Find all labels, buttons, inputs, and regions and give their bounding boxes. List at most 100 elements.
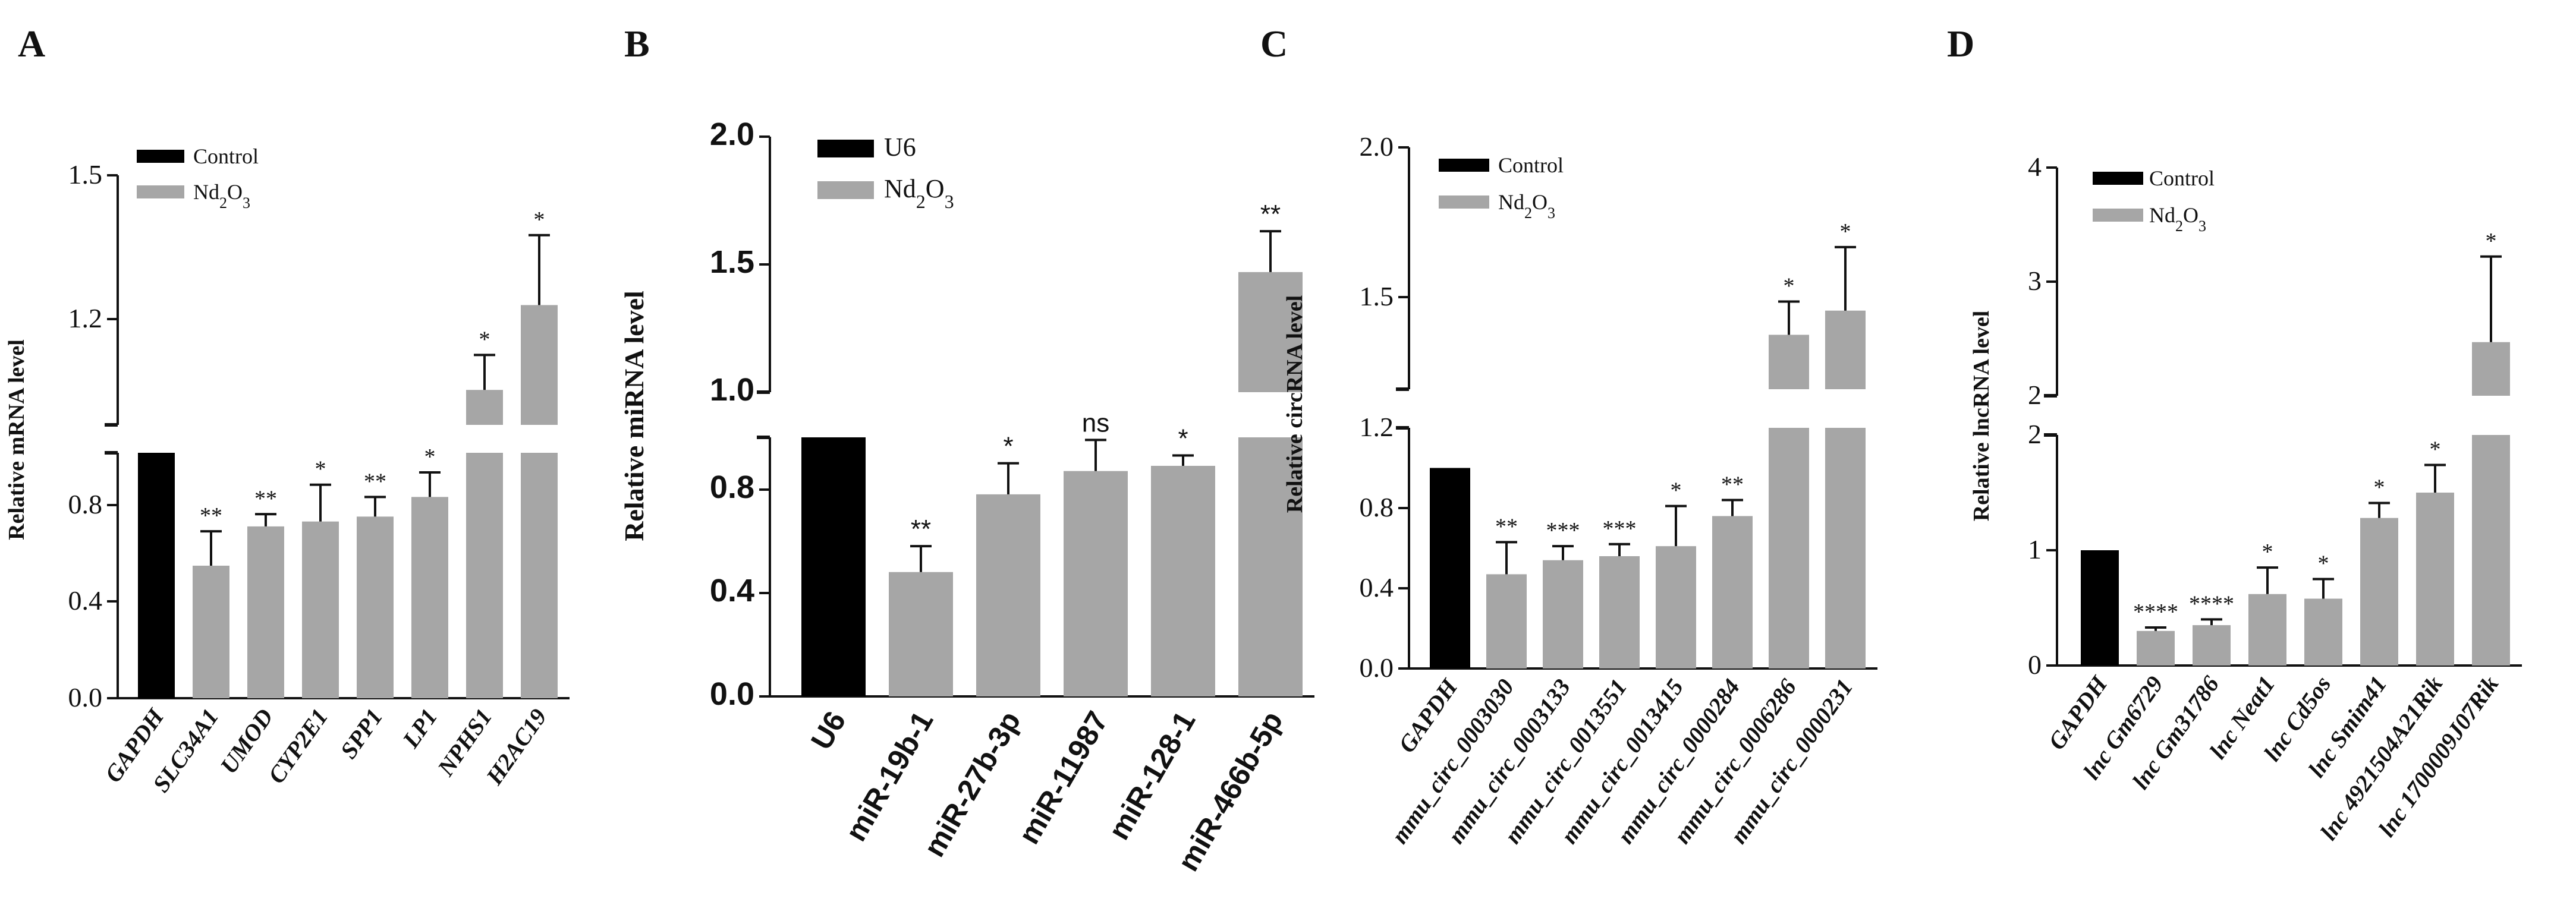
panel-a: A0.00.40.81.21.5GAPDH**SLC34A1**UMOD*CYP… <box>4 23 570 797</box>
y-tick-label: 3 <box>2028 266 2042 296</box>
y-tick-label: 0.0 <box>68 682 103 712</box>
y-tick-label: 0.4 <box>68 585 103 616</box>
significance-mark: * <box>534 207 545 232</box>
y-tick-label: 0.0 <box>1360 652 1394 683</box>
bar-GAPDH <box>1430 468 1470 668</box>
category-label: U6 <box>804 706 852 755</box>
legend-label: Control <box>193 144 259 168</box>
panel-c: C0.00.40.81.21.52.0GAPDH**mmu_circ_00030… <box>1260 23 1877 849</box>
category-label: LP1 <box>397 704 442 753</box>
bar-SLC34A1 <box>193 565 229 698</box>
bar-GAPDH <box>138 453 175 698</box>
y-axis-title: Relative lncRNA level <box>1969 311 1994 522</box>
legend-swatch <box>817 140 874 157</box>
legend: Control Nd2O3 <box>1439 153 1564 222</box>
significance-mark: * <box>2374 475 2385 500</box>
y-tick-label: 1.0 <box>710 372 754 408</box>
significance-mark: ns <box>1082 408 1109 437</box>
bar-miR-11987 <box>1064 471 1128 696</box>
y-tick-label: 2 <box>2028 380 2042 410</box>
legend: Control Nd2O3 <box>2093 166 2215 235</box>
bar-lnc 1700009J07Rik-upper <box>2472 342 2510 396</box>
bar-mmu_circ_0006286 <box>1769 428 1809 668</box>
bar-miR-27b-3p <box>976 494 1040 696</box>
y-tick-label: 1.5 <box>68 159 103 190</box>
bar-U6 <box>801 437 866 696</box>
legend-label: Nd2O3 <box>2149 203 2206 235</box>
category-label: SPP1 <box>335 704 388 763</box>
y-axis-title: Relative circRNA level <box>1282 295 1307 513</box>
legend-swatch <box>137 185 184 198</box>
legend-label: Control <box>1498 153 1564 177</box>
y-tick-label: 2.0 <box>1360 131 1394 162</box>
y-tick-label: 1.5 <box>710 244 754 280</box>
bar-lnc Neat1 <box>2248 594 2286 666</box>
y-tick-label: 4 <box>2028 152 2042 182</box>
bar-mmu_circ_0003030 <box>1486 574 1527 668</box>
significance-mark: * <box>315 457 326 482</box>
bar-lnc 1700009J07Rik <box>2472 435 2510 666</box>
bar-UMOD <box>247 526 284 698</box>
bar-SPP1 <box>357 516 394 698</box>
significance-mark: * <box>479 327 490 352</box>
significance-mark: * <box>2430 437 2441 462</box>
bar-lnc Smim41 <box>2360 518 2398 666</box>
y-tick-label: 0 <box>2028 649 2042 680</box>
significance-mark: * <box>1003 432 1013 461</box>
y-tick-label: 0.8 <box>1360 492 1394 522</box>
bar-miR-466b-5p <box>1238 437 1303 696</box>
legend: Control Nd2O3 <box>137 144 259 212</box>
bar-mmu_circ_0000231 <box>1825 428 1866 668</box>
bar-mmu_circ_0003133 <box>1543 560 1583 668</box>
significance-mark: * <box>2262 540 2273 565</box>
legend-swatch <box>2093 172 2143 185</box>
y-axis-title: Relative mRNA level <box>4 339 29 540</box>
category-label: miR-128-1 <box>1102 706 1202 846</box>
bar-H2AC19 <box>521 453 558 698</box>
y-tick-label: 2.0 <box>710 116 754 152</box>
significance-mark: ** <box>200 503 222 528</box>
y-tick-label: 0.4 <box>710 573 754 608</box>
bar-lnc Gm31786 <box>2193 625 2231 666</box>
significance-mark: ** <box>1721 472 1744 497</box>
legend-label: Control <box>2149 166 2215 190</box>
significance-mark: **** <box>2189 591 2234 616</box>
legend-label: U6 <box>884 133 916 162</box>
significance-mark: * <box>1178 424 1188 453</box>
bar-NPHS1 <box>466 453 503 698</box>
y-tick-label: 0.8 <box>68 489 103 519</box>
significance-mark: * <box>2318 551 2329 576</box>
significance-mark: * <box>1671 478 1682 503</box>
legend-label: Nd2O3 <box>884 174 954 212</box>
legend-swatch <box>2093 209 2143 222</box>
bar-miR-466b-5p-upper <box>1238 272 1303 392</box>
bar-lnc 4921504A21Rik <box>2416 493 2454 666</box>
legend-swatch <box>1439 195 1489 209</box>
bar-LP1 <box>411 497 448 698</box>
category-label: miR-19b-1 <box>839 706 939 847</box>
significance-mark: ** <box>254 486 277 511</box>
significance-mark: * <box>1784 273 1795 298</box>
panel-letter: A <box>18 23 45 65</box>
bar-CYP2E1 <box>302 521 339 698</box>
bar-mmu_circ_0000284 <box>1712 516 1753 668</box>
significance-mark: *** <box>1546 518 1580 543</box>
bar-miR-128-1 <box>1151 465 1215 696</box>
legend-label: Nd2O3 <box>193 180 250 212</box>
panel-b: B0.00.40.81.01.52.0U6**miR-19b-1*miR-27b… <box>619 23 1314 876</box>
y-tick-label: 2 <box>2028 419 2042 449</box>
bar-lnc Gm6729 <box>2137 630 2175 666</box>
y-tick-label: 1.5 <box>1360 281 1394 311</box>
significance-mark: * <box>2486 229 2497 254</box>
bar-miR-19b-1 <box>889 572 953 696</box>
bar-mmu_circ_0013415 <box>1656 546 1696 668</box>
legend: U6 Nd2O3 <box>817 133 954 212</box>
legend-swatch <box>1439 159 1489 172</box>
significance-mark: * <box>1840 219 1851 244</box>
y-tick-label: 1.2 <box>68 303 103 333</box>
y-tick-label: 0.0 <box>710 676 754 712</box>
bar-NPHS1-upper <box>466 390 503 425</box>
significance-mark: ** <box>364 469 386 494</box>
